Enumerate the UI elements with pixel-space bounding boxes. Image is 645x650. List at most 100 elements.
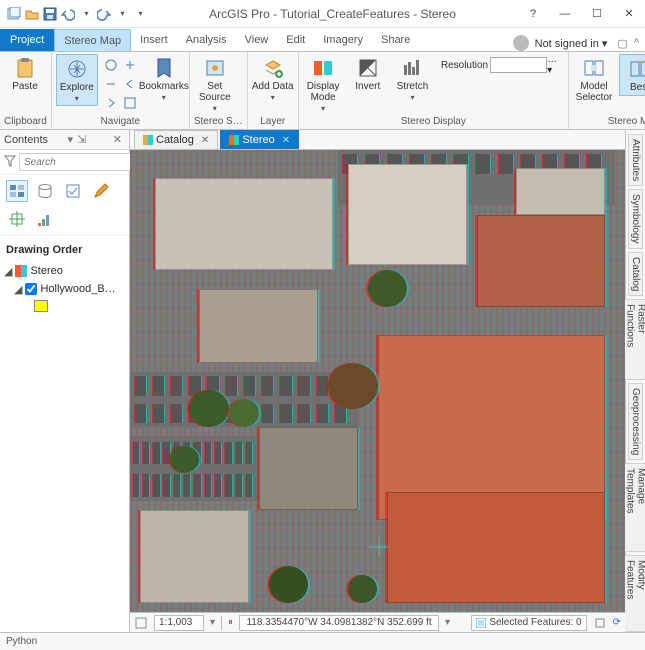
- selected-features-text: Selected Features: 0: [489, 617, 581, 628]
- stereo-map-canvas[interactable]: [130, 150, 625, 612]
- toc-tree: ◢ Stereo ◢ Hollywood_Buildings_C: [0, 260, 129, 314]
- qat-customize-icon[interactable]: [132, 6, 148, 22]
- resolution-unit-dropdown[interactable]: … ▾: [547, 54, 564, 76]
- dock-tab-symbology[interactable]: Symbology: [628, 189, 643, 248]
- group-stereo-display: Display Mode▾InvertStretch▾Resolution … …: [299, 52, 569, 129]
- list-editing-icon[interactable]: [90, 180, 112, 202]
- scale-selector[interactable]: 1:1,003: [154, 615, 204, 631]
- tab-stereo-map[interactable]: Stereo Map: [54, 29, 131, 51]
- layer-symbol-swatch[interactable]: [34, 300, 48, 312]
- model-selector-button[interactable]: Model Selector: [573, 54, 615, 105]
- new-project-icon[interactable]: [6, 6, 22, 22]
- next-extent-button[interactable]: [102, 94, 120, 112]
- bookmarks-dropdown-icon[interactable]: ▾: [162, 93, 166, 102]
- display-mode-label: Display Mode: [303, 81, 344, 103]
- explore-dropdown-icon[interactable]: ▾: [75, 94, 79, 103]
- list-drawing-order-icon[interactable]: [6, 180, 28, 202]
- prev-extent-button[interactable]: [121, 75, 139, 93]
- dock-tab-manage-templates[interactable]: Manage Templates: [623, 463, 645, 552]
- bookmark-icon: [152, 56, 176, 80]
- view-tab-stereo[interactable]: Stereo ✕: [220, 130, 299, 149]
- tab-edit[interactable]: Edit: [277, 29, 314, 51]
- building: [259, 427, 358, 510]
- list-snapping-icon[interactable]: [6, 208, 28, 230]
- bookmarks-button[interactable]: Bookmarks▾: [143, 54, 185, 104]
- add-data-button[interactable]: Add Data▾: [252, 54, 294, 104]
- maximize-button[interactable]: ☐: [581, 0, 613, 28]
- full-extent-button[interactable]: [102, 56, 120, 74]
- fixed-zoom-out-button[interactable]: [102, 75, 120, 93]
- view-tab-close-icon[interactable]: ✕: [201, 135, 209, 146]
- group-label: Stereo Display: [303, 115, 564, 129]
- sign-in-link[interactable]: Not signed in ▾: [535, 37, 612, 50]
- list-selection-icon[interactable]: [62, 180, 84, 202]
- stereo-cursor-icon: [368, 537, 388, 557]
- display-mode-button[interactable]: Display Mode▾: [303, 54, 344, 115]
- list-labeling-icon[interactable]: [34, 208, 56, 230]
- dock-tab-geoprocessing[interactable]: Geoprocessing: [628, 383, 643, 460]
- python-window-label[interactable]: Python: [6, 636, 37, 647]
- dock-tab-attributes[interactable]: Attributes: [628, 134, 643, 186]
- refresh-icon[interactable]: ⟳: [613, 617, 621, 628]
- filter-icon[interactable]: [4, 155, 16, 169]
- tab-imagery[interactable]: Imagery: [314, 29, 372, 51]
- tab-analysis[interactable]: Analysis: [177, 29, 236, 51]
- ribbon-options-icon[interactable]: ^: [634, 37, 639, 49]
- coordinate-display[interactable]: 118.3354470°W 34.0981382°N 352.699 ft: [239, 615, 439, 631]
- explore-button[interactable]: Explore▾: [56, 54, 98, 106]
- view-tab-label: Stereo: [242, 134, 274, 146]
- selected-features-display[interactable]: Selected Features: 0: [471, 615, 586, 631]
- dock-tab-modify-features[interactable]: Modify Features: [623, 555, 645, 632]
- stretch-button[interactable]: Stretch▾: [392, 54, 433, 104]
- tab-view[interactable]: View: [236, 29, 278, 51]
- stereo-map-icon: [15, 265, 27, 277]
- best-button[interactable]: Best: [619, 54, 645, 96]
- minimize-button[interactable]: —: [549, 0, 581, 28]
- redo-dropdown-icon[interactable]: [114, 6, 130, 22]
- constraints-icon[interactable]: [134, 616, 148, 630]
- list-source-icon[interactable]: [34, 180, 56, 202]
- expand-icon[interactable]: ◢: [4, 265, 12, 278]
- layer-visibility-checkbox[interactable]: [25, 283, 37, 295]
- toc-map-row[interactable]: ◢ Stereo: [4, 262, 125, 280]
- zoom-to-sel-button[interactable]: [121, 94, 139, 112]
- pane-menu-icon[interactable]: ▾: [68, 133, 74, 146]
- project-tab[interactable]: Project: [0, 29, 54, 51]
- view-tab-catalog[interactable]: Catalog✕: [134, 130, 218, 149]
- redo-icon[interactable]: [96, 6, 112, 22]
- set-source-button[interactable]: Set Source▾: [194, 54, 236, 115]
- set-source-dropdown-icon[interactable]: ▾: [213, 104, 217, 113]
- dock-tab-catalog[interactable]: Catalog: [628, 252, 643, 296]
- display-mode-dropdown-icon[interactable]: ▾: [321, 104, 325, 113]
- scale-dropdown-icon[interactable]: ▾: [210, 617, 215, 628]
- contents-title: Contents: [4, 134, 48, 146]
- pane-close-icon[interactable]: ✕: [110, 133, 125, 146]
- toc-layer-row[interactable]: ◢ Hollywood_Buildings_C: [4, 280, 125, 298]
- coord-menu-icon[interactable]: ▾: [445, 617, 450, 628]
- tree: [328, 363, 378, 409]
- view-tab-close-icon[interactable]: ✕: [282, 135, 290, 146]
- save-icon[interactable]: [42, 6, 58, 22]
- fixed-zoom-in-button[interactable]: [121, 56, 139, 74]
- tab-share[interactable]: Share: [372, 29, 419, 51]
- help-button[interactable]: ?: [517, 0, 549, 28]
- undo-dropdown-icon[interactable]: [78, 6, 94, 22]
- close-button[interactable]: ✕: [613, 0, 645, 28]
- open-project-icon[interactable]: [24, 6, 40, 22]
- resolution-input[interactable]: [490, 57, 547, 73]
- stereo-tab-icon: [229, 135, 239, 145]
- paste-button[interactable]: Paste: [4, 54, 46, 94]
- invert-button[interactable]: Invert: [347, 54, 388, 94]
- stretch-dropdown-icon[interactable]: ▾: [410, 93, 414, 102]
- dock-tab-raster-functions[interactable]: Raster Functions: [623, 299, 645, 380]
- expand-layer-icon[interactable]: ◢: [14, 283, 22, 296]
- pause-drawing-icon[interactable]: ⏸: [228, 617, 233, 628]
- bookmarks-label: Bookmarks: [139, 81, 189, 92]
- pane-pin-icon[interactable]: ⇲: [77, 133, 86, 146]
- undo-icon[interactable]: [60, 6, 76, 22]
- add-data-dropdown-icon[interactable]: ▾: [271, 93, 275, 102]
- ribbon-collapse-icon[interactable]: ▢: [617, 37, 627, 50]
- tab-insert[interactable]: Insert: [131, 29, 177, 51]
- paste-label: Paste: [12, 81, 38, 92]
- snapping-status-icon[interactable]: [593, 616, 607, 630]
